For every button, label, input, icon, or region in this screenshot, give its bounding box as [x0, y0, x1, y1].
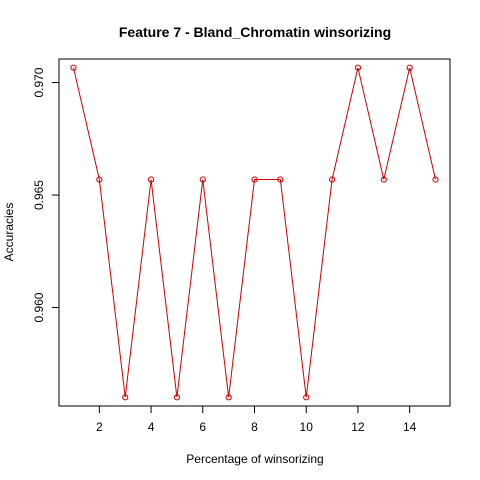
data-point [406, 64, 413, 71]
x-axis-label: Percentage of winsorizing [186, 452, 323, 466]
data-point [122, 394, 129, 401]
x-tick-label: 2 [96, 420, 103, 434]
data-point [147, 176, 155, 183]
data-point [251, 176, 258, 183]
chart-title: Feature 7 - Bland_Chromatin winsorizing [119, 24, 391, 40]
x-tick-label: 10 [300, 420, 314, 434]
x-axis: 2 4 6 8 10 12 14 [96, 405, 417, 434]
data-point [432, 176, 439, 183]
data-point [96, 176, 103, 183]
data-point [277, 176, 284, 183]
y-axis-label: Accuracies [2, 203, 16, 262]
series-layer [70, 64, 439, 401]
x-tick-label: 8 [251, 420, 258, 434]
y-axis: 0.960 0.965 0.970 [32, 67, 60, 323]
data-point [70, 64, 77, 71]
x-tick-label: 6 [199, 420, 206, 434]
data-point [173, 394, 181, 401]
data-point [354, 64, 362, 71]
plot-frame [58, 58, 451, 407]
x-tick-label: 4 [148, 420, 155, 434]
y-tick-label: 0.965 [32, 180, 46, 210]
data-point [303, 394, 310, 401]
x-tick-label: 14 [403, 420, 417, 434]
y-tick-label: 0.960 [32, 292, 46, 322]
y-tick-label: 0.970 [32, 67, 46, 97]
data-point [328, 176, 336, 183]
data-point [199, 176, 206, 183]
series-line [72, 67, 437, 398]
data-point [380, 176, 387, 183]
x-tick-label: 12 [351, 420, 365, 434]
data-point [225, 394, 232, 401]
